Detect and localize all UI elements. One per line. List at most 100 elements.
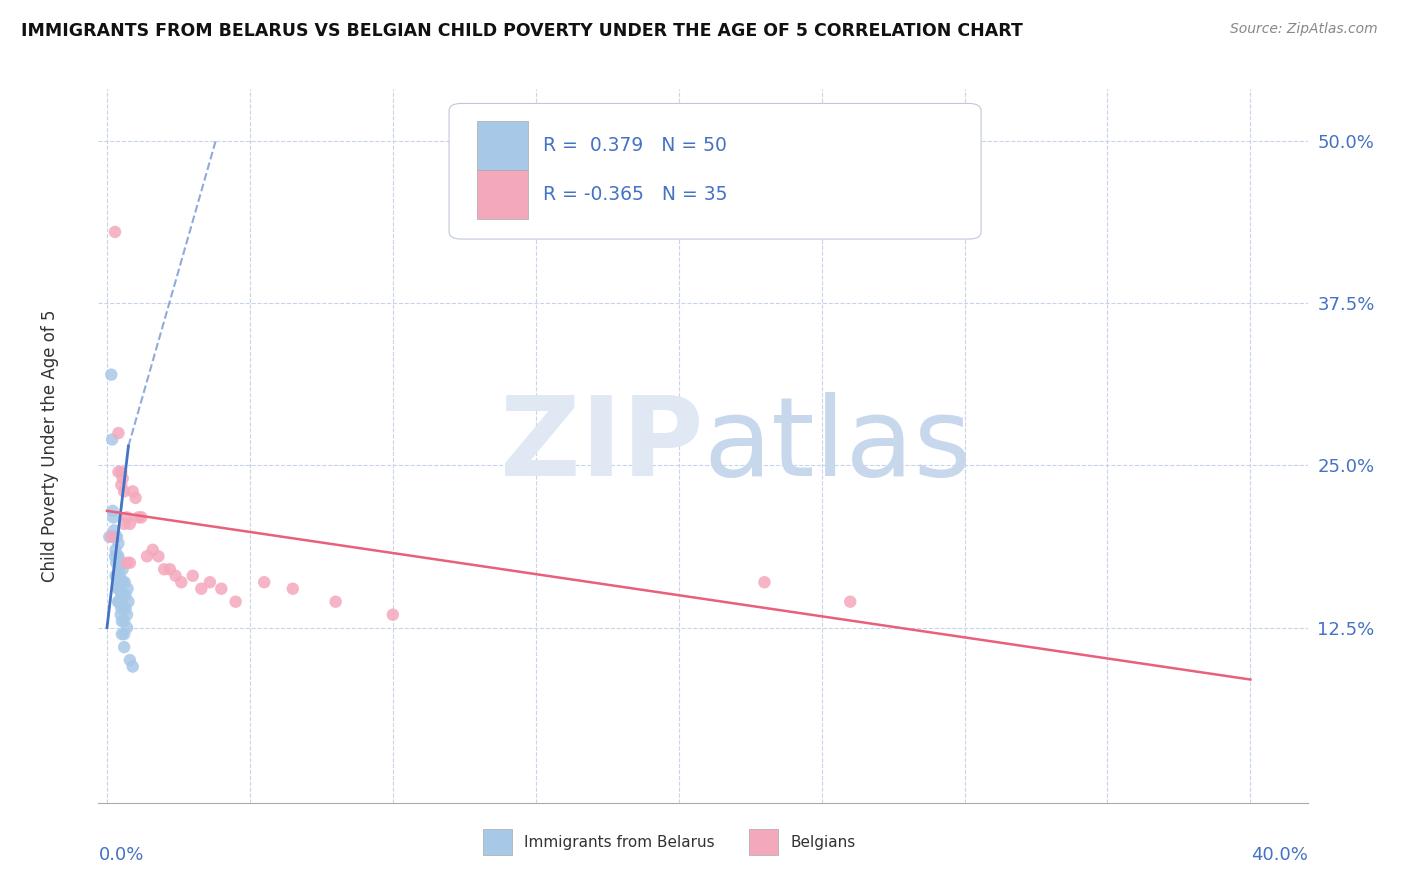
Point: [111, 588, 134, 602]
Point: [112, 614, 135, 628]
Point: [118, 556, 141, 570]
Point: [114, 601, 136, 615]
Text: R =  0.379   N = 50: R = 0.379 N = 50: [543, 136, 727, 155]
Point: [136, 549, 159, 564]
Point: [112, 640, 135, 654]
Point: [165, 568, 187, 582]
Point: [253, 575, 276, 590]
Text: Belgians: Belgians: [790, 835, 855, 849]
Text: Child Poverty Under the Age of 5: Child Poverty Under the Age of 5: [41, 310, 59, 582]
Point: [198, 575, 221, 590]
Point: [108, 595, 131, 609]
Point: [107, 575, 129, 590]
Point: [110, 575, 132, 590]
Point: [107, 582, 129, 596]
Point: [103, 530, 125, 544]
Point: [115, 607, 138, 622]
Point: [107, 562, 129, 576]
Point: [100, 530, 122, 544]
Point: [142, 542, 165, 557]
Point: [181, 568, 204, 582]
Point: [325, 595, 347, 609]
Point: [114, 588, 136, 602]
Point: [105, 556, 128, 570]
Point: [153, 562, 176, 576]
Point: [124, 491, 146, 505]
Text: Source: ZipAtlas.com: Source: ZipAtlas.com: [1230, 22, 1378, 37]
Point: [129, 510, 152, 524]
Point: [117, 595, 139, 609]
Point: [112, 627, 135, 641]
Text: ZIP: ZIP: [499, 392, 703, 500]
Point: [111, 627, 134, 641]
Point: [127, 510, 149, 524]
Point: [110, 556, 132, 570]
Point: [118, 516, 141, 531]
Point: [381, 607, 404, 622]
Point: [110, 595, 132, 609]
Point: [105, 549, 128, 564]
Point: [107, 465, 129, 479]
Point: [105, 530, 128, 544]
Text: atlas: atlas: [703, 392, 972, 500]
Point: [101, 504, 124, 518]
Text: R = -0.365   N = 35: R = -0.365 N = 35: [543, 185, 728, 203]
Point: [111, 614, 134, 628]
Point: [103, 524, 125, 538]
Point: [281, 582, 304, 596]
Point: [104, 549, 127, 564]
Point: [110, 607, 132, 622]
FancyBboxPatch shape: [477, 169, 527, 219]
Point: [190, 582, 212, 596]
Point: [104, 568, 127, 582]
Point: [108, 582, 131, 596]
Point: [839, 595, 862, 609]
Point: [111, 575, 134, 590]
Point: [110, 465, 132, 479]
Point: [110, 601, 132, 615]
Point: [110, 588, 132, 602]
Text: 40.0%: 40.0%: [1251, 846, 1308, 863]
Point: [754, 575, 776, 590]
Text: 0.0%: 0.0%: [98, 846, 143, 863]
Point: [105, 568, 128, 582]
Point: [108, 568, 131, 582]
Point: [101, 433, 124, 447]
Point: [107, 549, 129, 564]
Text: Immigrants from Belarus: Immigrants from Belarus: [524, 835, 714, 849]
Point: [115, 556, 138, 570]
Point: [118, 653, 141, 667]
Point: [104, 542, 127, 557]
Point: [112, 601, 135, 615]
FancyBboxPatch shape: [749, 830, 778, 855]
Point: [148, 549, 170, 564]
Point: [121, 484, 143, 499]
Point: [108, 556, 131, 570]
Point: [104, 530, 127, 544]
Point: [121, 659, 143, 673]
FancyBboxPatch shape: [482, 830, 512, 855]
Point: [107, 536, 129, 550]
Point: [98, 530, 121, 544]
Point: [107, 425, 129, 440]
FancyBboxPatch shape: [477, 121, 527, 170]
Point: [104, 225, 127, 239]
Point: [209, 582, 232, 596]
Point: [115, 621, 138, 635]
Text: IMMIGRANTS FROM BELARUS VS BELGIAN CHILD POVERTY UNDER THE AGE OF 5 CORRELATION : IMMIGRANTS FROM BELARUS VS BELGIAN CHILD…: [21, 22, 1024, 40]
Point: [112, 516, 135, 531]
Point: [103, 510, 125, 524]
Point: [100, 368, 122, 382]
Point: [111, 471, 134, 485]
FancyBboxPatch shape: [449, 103, 981, 239]
Point: [159, 562, 181, 576]
Point: [225, 595, 247, 609]
Point: [117, 582, 139, 596]
Point: [115, 510, 138, 524]
Point: [107, 595, 129, 609]
Point: [108, 582, 131, 596]
Point: [112, 484, 135, 499]
Point: [110, 478, 132, 492]
Point: [111, 562, 134, 576]
Point: [114, 575, 136, 590]
